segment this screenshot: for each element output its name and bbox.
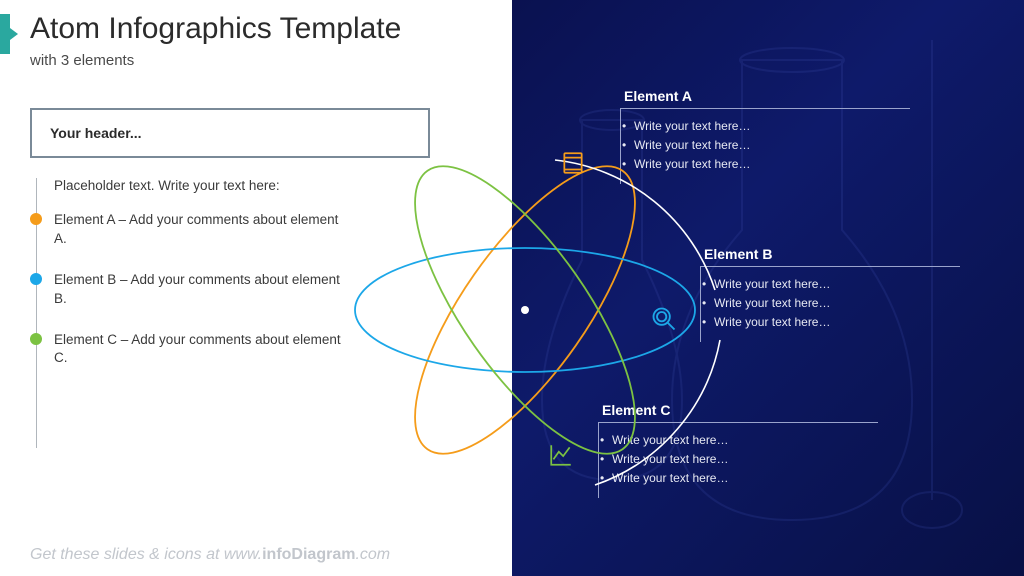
slide: Atom Infographics Template with 3 elemen… (0, 0, 1024, 576)
callout-rule-vert (700, 266, 701, 342)
magnifier-icon (650, 305, 678, 338)
header-input-box[interactable]: Your header... (30, 108, 430, 158)
book-icon (560, 150, 586, 181)
bullet: Write your text here… (714, 313, 960, 332)
list-item: Element A – Add your comments about elem… (54, 211, 354, 249)
chart-icon (548, 442, 574, 473)
callout-rule (620, 108, 910, 109)
accent-tab (0, 14, 10, 54)
callout-title: Element A (620, 88, 910, 104)
callout-a: Element A Write your text here… Write yo… (620, 88, 910, 175)
page-title: Atom Infographics Template (30, 12, 401, 46)
footer-bold: infoDiagram (262, 546, 355, 563)
callout-title: Element B (700, 246, 960, 262)
bullet: Write your text here… (634, 136, 910, 155)
list-item-text: Element B – Add your comments about elem… (54, 272, 340, 306)
bullet-dot-c (30, 333, 42, 345)
callout-rule-vert (620, 108, 621, 184)
bullet: Write your text here… (612, 469, 878, 488)
bullet-dot-a (30, 213, 42, 225)
callout-rule (598, 422, 878, 423)
bullet: Write your text here… (634, 117, 910, 136)
list-item: Element C – Add your comments about elem… (54, 331, 354, 369)
callout-title: Element C (598, 402, 878, 418)
content-intro: Placeholder text. Write your text here: (54, 178, 430, 193)
bullet-dot-b (30, 273, 42, 285)
bullet: Write your text here… (634, 155, 910, 174)
header-placeholder-text: Your header... (50, 125, 142, 141)
callout-bullets: Write your text here… Write your text he… (598, 431, 878, 489)
callout-rule-vert (598, 422, 599, 498)
bullet: Write your text here… (612, 431, 878, 450)
callout-rule (700, 266, 960, 267)
page-subtitle: with 3 elements (30, 52, 134, 69)
footer-attribution: Get these slides & icons at www.infoDiag… (30, 546, 390, 564)
bullet: Write your text here… (612, 450, 878, 469)
list-item: Element B – Add your comments about elem… (54, 271, 354, 309)
content-column: Placeholder text. Write your text here: … (30, 178, 430, 390)
list-item-text: Element C – Add your comments about elem… (54, 332, 341, 366)
bullet: Write your text here… (714, 275, 960, 294)
footer-prefix: Get these slides & icons at www. (30, 546, 262, 563)
callout-bullets: Write your text here… Write your text he… (700, 275, 960, 333)
callout-c: Element C Write your text here… Write yo… (598, 402, 878, 489)
list-item-text: Element A – Add your comments about elem… (54, 212, 338, 246)
callout-b: Element B Write your text here… Write yo… (700, 246, 960, 333)
callout-bullets: Write your text here… Write your text he… (620, 117, 910, 175)
footer-suffix: .com (355, 546, 390, 563)
bullet: Write your text here… (714, 294, 960, 313)
